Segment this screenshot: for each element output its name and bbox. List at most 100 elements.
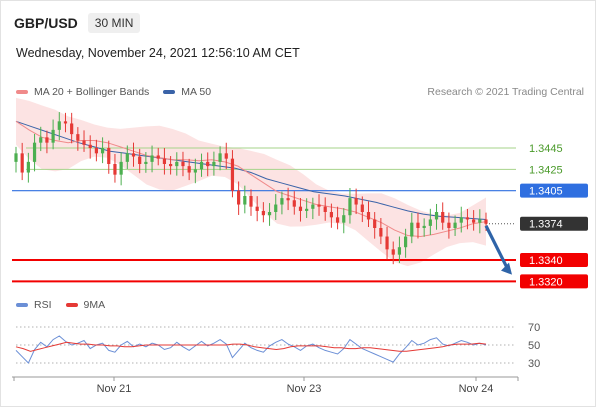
candle-body (472, 219, 476, 223)
candle-body (416, 222, 420, 228)
legend-ma50-label: MA 50 (181, 86, 212, 98)
price-level-label: 1.3445 (529, 143, 563, 155)
ma20-line (15, 120, 487, 238)
candle-body (138, 156, 142, 164)
time-axis: Nov 21 Nov 23 Nov 24 (12, 376, 519, 395)
legend-rsi-ma-label: 9MA (83, 299, 106, 311)
price-level-tag (520, 253, 588, 267)
candle-body (70, 123, 74, 135)
candle-body (261, 210, 265, 216)
symbol-label[interactable]: GBP/USD (14, 15, 78, 31)
candle-body (255, 206, 259, 211)
rsi-ma-swatch (65, 303, 78, 307)
candle-body (144, 161, 148, 164)
ma20-swatch (16, 90, 28, 94)
price-level-label: 1.3405 (529, 186, 563, 198)
price-level-label: 1.3425 (529, 164, 563, 176)
candle-body (82, 140, 86, 145)
candle-body (20, 153, 24, 173)
candle-body (391, 249, 395, 255)
candle-body (119, 161, 123, 175)
legend-ma20-label: MA 20 + Bollinger Bands (34, 86, 150, 98)
bollinger-band (16, 97, 486, 267)
forecast-arrow (484, 225, 510, 271)
candle-body (428, 219, 432, 226)
candle-body (32, 142, 37, 162)
legend-item-ma50: MA 50 (163, 86, 211, 98)
time-tick-label: Nov 23 (287, 383, 322, 395)
candle-body (156, 155, 160, 159)
candle-body (14, 153, 18, 162)
rsi-swatch (16, 303, 28, 307)
candle-body (26, 161, 30, 173)
candle-body (335, 217, 340, 223)
price-legend: MA 20 + Bollinger Bands MA 50 (16, 86, 225, 98)
candle-body (366, 212, 371, 220)
candle-body (88, 144, 92, 148)
candle-body (286, 198, 290, 201)
candle-body (280, 198, 284, 205)
price-panel: 1.3445 1.3425 1.3405 1.3374 1.3340 1.3320 (12, 97, 588, 289)
candle-body (63, 121, 68, 124)
candle-body (317, 204, 321, 207)
candle-body (379, 228, 383, 237)
candle-body (169, 164, 173, 167)
candle-body (175, 161, 179, 167)
candle-body (311, 204, 315, 209)
candle-body (360, 204, 364, 212)
candle-body (57, 121, 61, 130)
candle-body (125, 153, 129, 162)
rsi-tick-label: 50 (528, 340, 540, 352)
candle-body (385, 236, 389, 250)
candle-body (465, 217, 470, 220)
candle-body (243, 196, 247, 205)
price-level-tag (520, 183, 588, 198)
price-level-label: 1.3340 (529, 255, 563, 267)
candle-body (373, 219, 377, 228)
candle-body (404, 236, 408, 248)
interval-badge[interactable]: 30 MIN (87, 13, 141, 33)
legend-item-rsi: RSI (16, 299, 52, 311)
candle-body (230, 158, 235, 191)
candle-body (199, 161, 204, 170)
candle-body (94, 148, 98, 154)
candle-body (131, 153, 136, 157)
candle-body (397, 247, 402, 255)
rsi-panel: 70 50 30 (15, 322, 540, 370)
legend-rsi-label: RSI (34, 299, 52, 311)
candle-body (329, 212, 333, 218)
candle-body (323, 206, 327, 212)
candle-body (434, 212, 439, 220)
candle-body (453, 222, 457, 228)
candle-body (348, 198, 352, 216)
rsi-tick-label: 30 (528, 358, 540, 370)
candle-body (224, 153, 228, 159)
candle-body (150, 155, 154, 162)
candle-body (162, 158, 167, 164)
candle-body (107, 148, 111, 164)
ma50-swatch (163, 90, 176, 94)
forecast-arrow-head (501, 262, 512, 275)
candle-body (218, 153, 222, 162)
legend-item-ma20: MA 20 + Bollinger Bands (16, 86, 149, 98)
candle-body (459, 217, 463, 223)
candle-body (298, 206, 303, 211)
candle-body (51, 129, 55, 143)
price-level-label: 1.3320 (529, 276, 563, 288)
candle-body (237, 190, 241, 205)
candle-body (39, 137, 43, 143)
rsi-line (15, 335, 487, 364)
rsi-tick-label: 70 (528, 322, 540, 334)
candle-body (187, 166, 191, 173)
candle-body (441, 212, 445, 223)
candle-body (267, 212, 272, 216)
candle-body (292, 200, 296, 207)
candle-body (113, 164, 117, 175)
time-tick-label: Nov 21 (97, 383, 132, 395)
candle-body (342, 215, 346, 223)
candle-body (181, 161, 185, 167)
rsi-legend: RSI 9MA (16, 299, 119, 311)
ma50-line (15, 120, 487, 220)
price-level-tag (520, 216, 588, 231)
